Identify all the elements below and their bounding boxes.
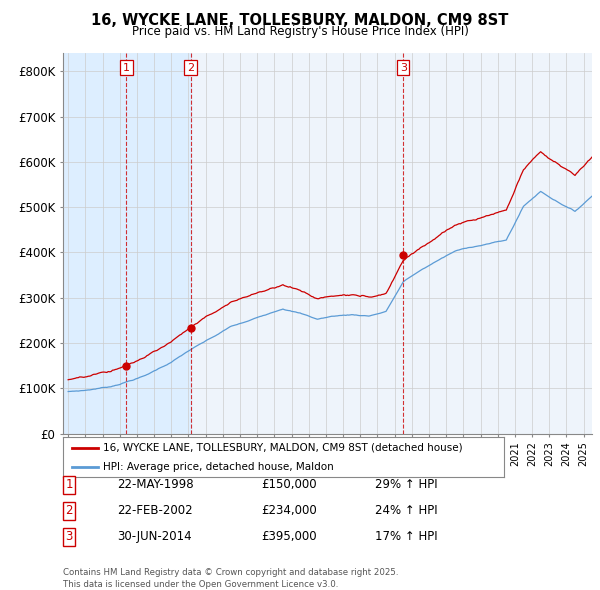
Bar (126, 53, 191, 434)
Text: £234,000: £234,000 (261, 504, 317, 517)
Bar (403, 53, 592, 434)
Text: 3: 3 (400, 63, 407, 73)
Text: Contains HM Land Registry data © Crown copyright and database right 2025.
This d: Contains HM Land Registry data © Crown c… (63, 568, 398, 589)
Text: 3: 3 (65, 530, 73, 543)
Bar (63, 53, 126, 434)
Text: HPI: Average price, detached house, Maldon: HPI: Average price, detached house, Mald… (103, 462, 334, 471)
Text: 30-JUN-2014: 30-JUN-2014 (117, 530, 191, 543)
Text: 22-MAY-1998: 22-MAY-1998 (117, 478, 194, 491)
Text: £395,000: £395,000 (261, 530, 317, 543)
Text: 2: 2 (187, 63, 194, 73)
Text: £150,000: £150,000 (261, 478, 317, 491)
Text: 1: 1 (123, 63, 130, 73)
Text: 1: 1 (65, 478, 73, 491)
Text: 17% ↑ HPI: 17% ↑ HPI (375, 530, 437, 543)
Text: Price paid vs. HM Land Registry's House Price Index (HPI): Price paid vs. HM Land Registry's House … (131, 25, 469, 38)
Text: 24% ↑ HPI: 24% ↑ HPI (375, 504, 437, 517)
Text: 16, WYCKE LANE, TOLLESBURY, MALDON, CM9 8ST (detached house): 16, WYCKE LANE, TOLLESBURY, MALDON, CM9 … (103, 443, 463, 453)
Text: 16, WYCKE LANE, TOLLESBURY, MALDON, CM9 8ST: 16, WYCKE LANE, TOLLESBURY, MALDON, CM9 … (91, 13, 509, 28)
Text: 29% ↑ HPI: 29% ↑ HPI (375, 478, 437, 491)
Text: 22-FEB-2002: 22-FEB-2002 (117, 504, 193, 517)
Text: 2: 2 (65, 504, 73, 517)
